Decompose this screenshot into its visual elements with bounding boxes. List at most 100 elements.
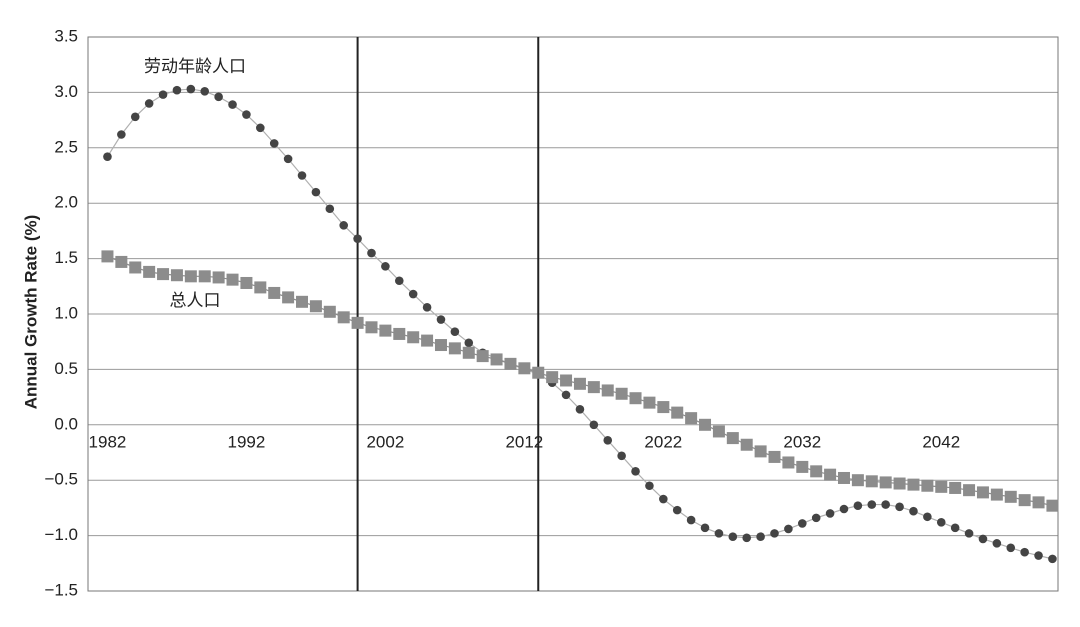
point-marker bbox=[407, 331, 420, 344]
point-marker bbox=[935, 480, 948, 493]
point-marker bbox=[728, 532, 738, 542]
point-marker bbox=[434, 339, 447, 352]
point-marker bbox=[198, 270, 211, 283]
point-marker bbox=[212, 271, 225, 284]
point-marker bbox=[323, 305, 336, 318]
point-marker bbox=[671, 406, 684, 419]
y-tick-label: 2.0 bbox=[54, 193, 78, 212]
point-marker bbox=[462, 346, 475, 359]
point-marker bbox=[921, 479, 934, 492]
point-marker bbox=[101, 250, 114, 263]
y-tick-label: 3.5 bbox=[54, 26, 78, 45]
point-marker bbox=[1046, 499, 1059, 512]
point-marker bbox=[408, 289, 418, 299]
point-marker bbox=[784, 524, 793, 534]
point-marker bbox=[976, 486, 989, 499]
point-marker bbox=[631, 467, 640, 476]
point-marker bbox=[353, 234, 362, 243]
point-marker bbox=[907, 478, 920, 491]
y-tick-label: −0.5 bbox=[44, 470, 78, 489]
point-marker bbox=[143, 265, 156, 278]
point-marker bbox=[226, 273, 239, 286]
point-marker bbox=[603, 436, 613, 445]
y-tick-label: 0.0 bbox=[54, 414, 78, 433]
point-marker bbox=[672, 505, 682, 515]
point-marker bbox=[895, 502, 904, 512]
x-tick-label: 2032 bbox=[783, 432, 821, 451]
point-marker bbox=[992, 539, 1002, 548]
point-marker bbox=[742, 533, 752, 543]
point-marker bbox=[699, 418, 712, 431]
x-tick-label: 1982 bbox=[89, 432, 127, 451]
point-marker bbox=[448, 342, 461, 355]
plot-frame bbox=[87, 36, 1059, 592]
point-marker bbox=[796, 460, 809, 473]
point-marker bbox=[490, 353, 503, 366]
point-marker bbox=[242, 110, 251, 119]
point-marker bbox=[978, 534, 988, 544]
point-marker bbox=[170, 269, 183, 282]
point-marker bbox=[144, 99, 154, 108]
point-marker bbox=[643, 396, 656, 409]
point-marker bbox=[381, 262, 390, 271]
point-marker bbox=[726, 432, 739, 445]
point-marker bbox=[394, 276, 404, 286]
y-tick-label: 3.0 bbox=[54, 82, 78, 101]
point-marker bbox=[909, 506, 918, 516]
point-marker bbox=[309, 300, 322, 313]
point-marker bbox=[561, 390, 571, 400]
point-marker bbox=[686, 515, 696, 525]
point-marker bbox=[782, 456, 795, 469]
point-marker bbox=[657, 401, 670, 414]
point-marker bbox=[768, 450, 781, 463]
point-marker bbox=[297, 171, 307, 180]
y-tick-label: 1.5 bbox=[54, 248, 78, 267]
point-marker bbox=[1048, 554, 1057, 564]
point-marker bbox=[714, 529, 724, 538]
point-marker bbox=[589, 420, 599, 430]
point-marker bbox=[811, 513, 821, 523]
point-marker bbox=[964, 529, 974, 538]
point-marker bbox=[1032, 496, 1045, 509]
x-tick-label: 1992 bbox=[228, 432, 266, 451]
point-marker bbox=[158, 90, 168, 99]
point-marker bbox=[268, 286, 281, 299]
series-label: 劳动年龄人口 bbox=[144, 57, 246, 77]
point-marker bbox=[990, 488, 1003, 501]
point-marker bbox=[240, 276, 253, 289]
point-marker bbox=[837, 471, 850, 484]
point-marker bbox=[950, 523, 960, 533]
point-marker bbox=[311, 187, 321, 197]
point-marker bbox=[379, 324, 392, 337]
point-marker bbox=[464, 338, 474, 348]
point-marker bbox=[504, 357, 517, 370]
point-marker bbox=[949, 481, 962, 494]
point-marker bbox=[214, 92, 223, 102]
point-marker bbox=[1006, 543, 1016, 553]
series-label: 总人口 bbox=[170, 291, 221, 311]
point-marker bbox=[476, 350, 489, 363]
point-marker bbox=[254, 281, 267, 294]
point-marker bbox=[851, 474, 864, 487]
point-marker bbox=[963, 484, 976, 497]
x-tick-label: 2012 bbox=[505, 432, 543, 451]
point-marker bbox=[712, 425, 725, 438]
point-marker bbox=[575, 404, 585, 414]
point-marker bbox=[1004, 490, 1017, 503]
point-marker bbox=[532, 366, 545, 379]
point-marker bbox=[824, 468, 837, 481]
point-marker bbox=[200, 86, 210, 96]
point-marker bbox=[436, 315, 446, 324]
point-marker bbox=[228, 100, 237, 109]
point-marker bbox=[879, 476, 892, 489]
y-tick-label: 2.5 bbox=[54, 137, 78, 156]
point-marker bbox=[421, 334, 434, 347]
y-tick-label: 0.5 bbox=[54, 359, 78, 378]
point-marker bbox=[685, 412, 698, 425]
point-marker bbox=[587, 381, 600, 394]
y-tick-label: 1.0 bbox=[54, 303, 78, 322]
y-axis-label: Annual Growth Rate (%) bbox=[21, 215, 40, 410]
point-marker bbox=[659, 494, 668, 504]
point-marker bbox=[296, 295, 309, 308]
